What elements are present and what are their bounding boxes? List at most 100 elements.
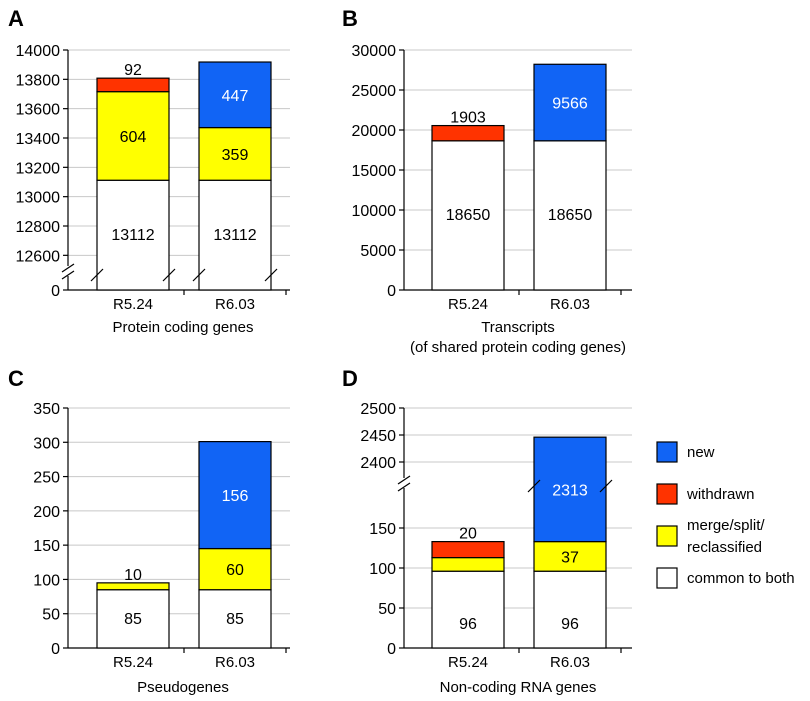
panel-d: D240024502500050100150961720R5.249637231… (342, 366, 632, 696)
x-category-label: R6.03 (550, 654, 590, 671)
bar-value-label: 2313 (552, 482, 588, 499)
panel-a: A 12600 12800 13000 13200 13400 13600 13800 1400… (8, 6, 290, 336)
y-tick-label: 25000 (352, 83, 397, 100)
bar-segment-merge (96, 91, 170, 181)
bar-value-label: 96 (459, 616, 477, 633)
y-tick-label: 250 (33, 470, 60, 487)
y-tick-label: 50 (378, 601, 396, 618)
bar-break-mark (90, 268, 104, 282)
axis-break-mark (397, 482, 411, 492)
legend: new withdrawn merge/split/reclassified comm… (656, 441, 795, 589)
bar-value-label: 92 (124, 62, 142, 79)
y-tick-label: 300 (33, 435, 60, 452)
bar-segment-common (533, 570, 607, 649)
bar-value-label: 85 (226, 611, 244, 628)
bar-segment-merge (198, 547, 272, 591)
bar-value-label: 85 (124, 611, 142, 628)
legend-swatch-merge (656, 525, 678, 547)
bar-segment-common (431, 140, 505, 291)
y-tick-label: 150 (33, 538, 60, 555)
axis-break-mark (397, 475, 411, 485)
bar-segment-common (96, 179, 170, 291)
legend-swatch-common (656, 567, 678, 589)
bar-segment-new (198, 61, 272, 129)
y-tick-label: 100 (33, 572, 60, 589)
axis-break-mark (61, 263, 75, 273)
panel-c: C 0 50 100 150 200 250 300 350 85 10 R5.24 85 60 156 R6… (8, 366, 290, 696)
axis-break-mark (61, 270, 75, 280)
y-tick-label: 13800 (16, 72, 61, 89)
panel-letter: D (342, 366, 358, 391)
bar-segment-common (198, 589, 272, 649)
y-tick-label: 50 (42, 607, 60, 624)
bar-segment-withdrawn (431, 124, 505, 142)
bar-break-mark (527, 479, 541, 493)
x-category-label: R6.03 (215, 654, 255, 671)
y-tick-label: 15000 (352, 163, 397, 180)
y-tick-label: 2400 (360, 455, 396, 472)
panel-letter: C (8, 366, 24, 391)
bar-break-mark (264, 268, 278, 282)
x-category-label: R5.24 (113, 654, 153, 671)
bar-segment-common (431, 570, 505, 649)
bar-break-mark (599, 479, 613, 493)
bar-segment-merge (198, 126, 272, 181)
y-tick-label: 13400 (16, 131, 61, 148)
bar-value-label: 37 (561, 549, 579, 566)
panel-letter: B (342, 6, 358, 31)
bar-segment-merge (96, 582, 170, 591)
bar-segment-withdrawn (96, 77, 170, 93)
bar-value-label: 60 (226, 562, 244, 579)
bar-value-label: 604 (120, 129, 147, 146)
x-axis-label: (of shared protein coding genes) (410, 339, 626, 356)
y-tick-label: 10000 (352, 203, 397, 220)
x-axis-label: Transcripts (481, 319, 555, 336)
y-tick-label: 2500 (360, 401, 396, 418)
y-tick-label: 12600 (16, 248, 61, 265)
x-category-label: R5.24 (113, 296, 153, 313)
bar-segment-new (198, 441, 272, 550)
y-tick-label: 13600 (16, 102, 61, 119)
y-tick-label: 2450 (360, 428, 396, 445)
y-tick-label: 150 (369, 521, 396, 538)
y-tick-label: 14000 (16, 43, 61, 60)
legend-label: new (687, 444, 715, 461)
bar-value-label: 10 (124, 567, 142, 584)
bar-break-mark (162, 268, 176, 282)
y-tick-label: 13000 (16, 190, 61, 207)
bar-value-label: 18650 (548, 207, 593, 224)
legend-label: withdrawn (686, 486, 755, 503)
x-category-label: R5.24 (448, 296, 488, 313)
bar-value-label: 9566 (552, 96, 588, 113)
bar-segment-new (533, 63, 607, 142)
y-tick-label: 0 (387, 641, 396, 658)
bar-segment-new (533, 436, 607, 543)
bar-value-label: 1903 (450, 110, 486, 127)
legend-swatch-withdrawn (656, 483, 678, 505)
y-tick-label: 13200 (16, 160, 61, 177)
y-tick-label: 5000 (360, 243, 396, 260)
bar-segment-common (533, 140, 607, 291)
bar-value-label: 447 (222, 88, 249, 105)
bar-value-label: 18650 (446, 207, 491, 224)
legend-swatch-new (656, 441, 678, 463)
y-tick-label: 0 (387, 283, 396, 300)
legend-label: common to both (687, 570, 795, 587)
bar-segment-merge (431, 556, 505, 572)
bar-value-label: 20 (459, 526, 477, 543)
y-tick-label: 200 (33, 504, 60, 521)
bar-value-label: 96 (561, 616, 579, 633)
x-axis-label: Pseudogenes (137, 679, 229, 696)
x-axis-label: Non-coding RNA genes (440, 679, 597, 696)
x-axis-label: Protein coding genes (113, 319, 254, 336)
y-tick-label: 0 (51, 283, 60, 300)
bar-segment-withdrawn (431, 540, 505, 559)
y-tick-label: 12800 (16, 219, 61, 236)
panel-letter: A (8, 6, 24, 31)
x-category-label: R6.03 (215, 296, 255, 313)
x-category-label: R6.03 (550, 296, 590, 313)
y-tick-label: 350 (33, 401, 60, 418)
y-tick-label: 0 (51, 641, 60, 658)
y-tick-label: 30000 (352, 43, 397, 60)
